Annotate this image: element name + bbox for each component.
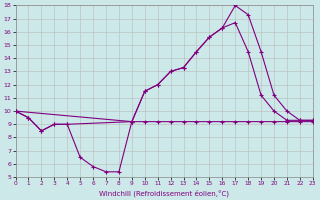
X-axis label: Windchill (Refroidissement éolien,°C): Windchill (Refroidissement éolien,°C) bbox=[99, 189, 229, 197]
